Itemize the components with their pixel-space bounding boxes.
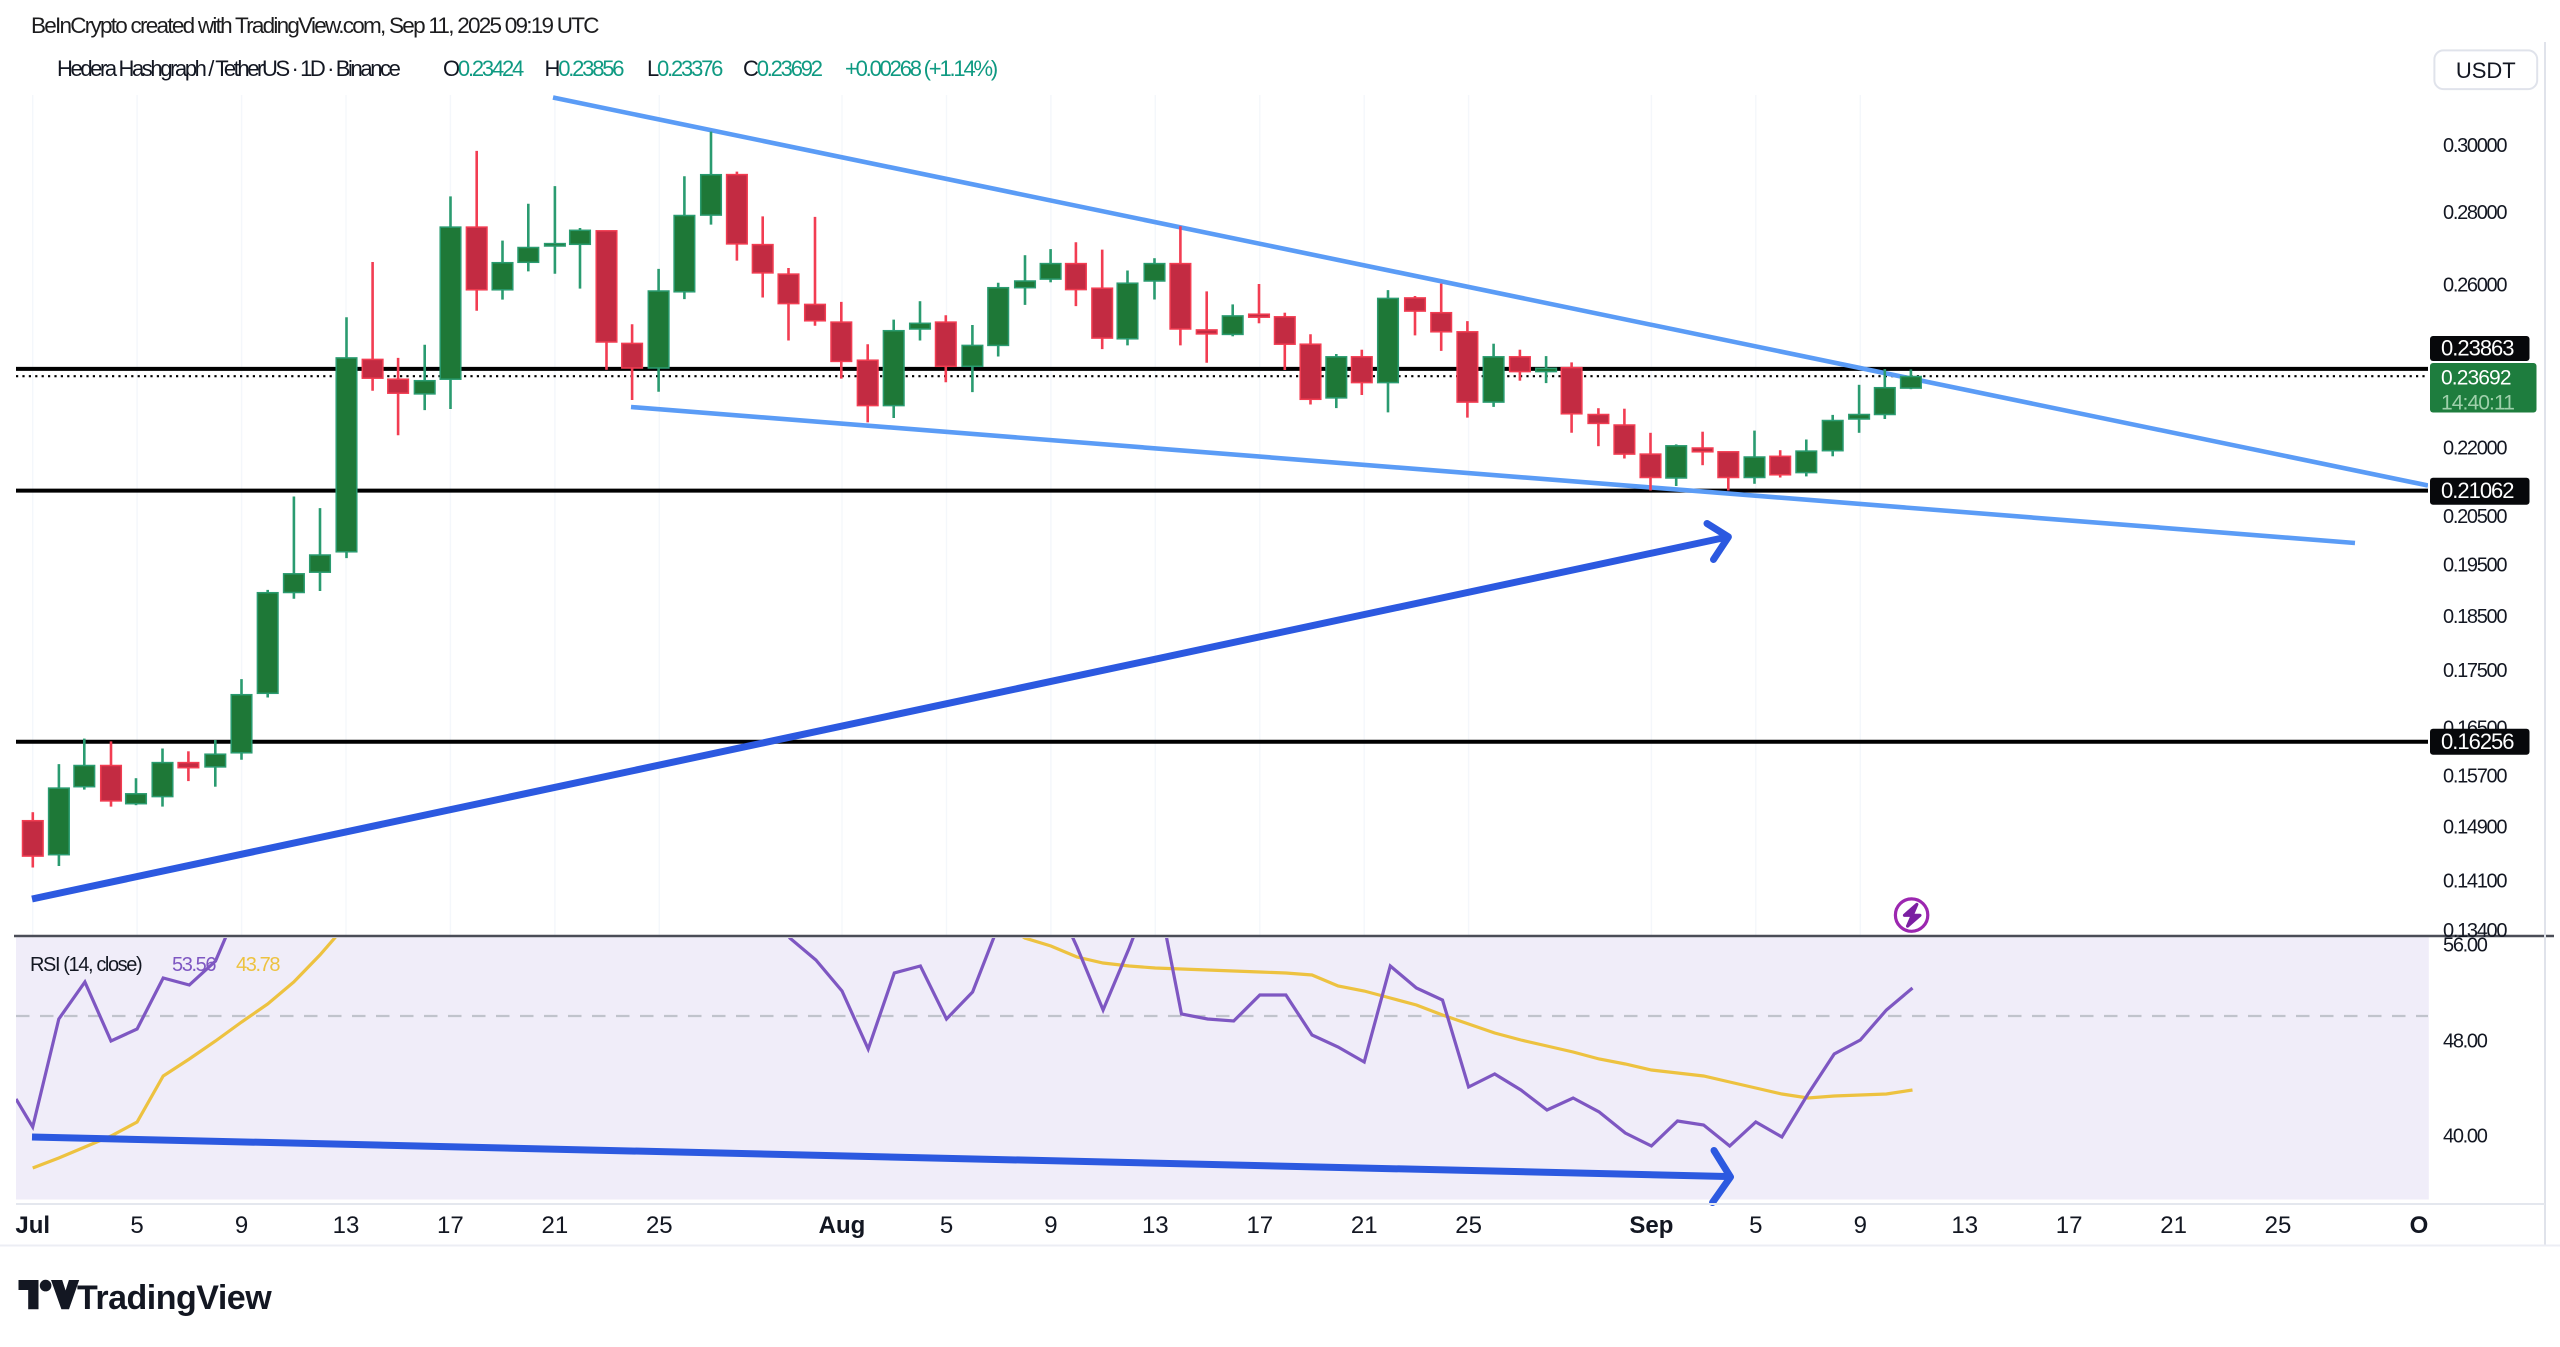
svg-text:0.14900: 0.14900 — [2443, 817, 2507, 839]
svg-text:25: 25 — [1455, 1212, 1482, 1239]
svg-text:40.00: 40.00 — [2443, 1125, 2488, 1147]
svg-text:0.14100: 0.14100 — [2443, 870, 2507, 892]
svg-text:+0.00268 (+1.14%): +0.00268 (+1.14%) — [845, 56, 997, 81]
svg-text:0.30000: 0.30000 — [2443, 135, 2507, 157]
svg-text:TradingView: TradingView — [77, 1279, 272, 1317]
svg-text:O0.23424: O0.23424 — [443, 56, 524, 81]
svg-text:25: 25 — [2265, 1212, 2292, 1239]
svg-text:5: 5 — [1749, 1212, 1762, 1239]
svg-text:17: 17 — [1246, 1212, 1273, 1239]
svg-text:21: 21 — [1351, 1212, 1378, 1239]
svg-text:53.56: 53.56 — [172, 954, 216, 976]
svg-text:13: 13 — [1142, 1212, 1169, 1239]
svg-text:Hedera Hashgraph / TetherUS ·: Hedera Hashgraph / TetherUS · 1D · Binan… — [57, 56, 401, 81]
svg-text:0.18500: 0.18500 — [2443, 606, 2507, 628]
svg-text:13: 13 — [333, 1212, 360, 1239]
svg-text:0.23692: 0.23692 — [2441, 367, 2511, 390]
svg-text:0.22000: 0.22000 — [2443, 438, 2507, 460]
svg-text:0.26000: 0.26000 — [2443, 274, 2507, 296]
svg-text:21: 21 — [2160, 1212, 2187, 1239]
svg-text:RSI (14, close): RSI (14, close) — [30, 954, 142, 976]
svg-text:0.20500: 0.20500 — [2443, 506, 2507, 528]
svg-text:25: 25 — [646, 1212, 673, 1239]
svg-text:Sep: Sep — [1629, 1212, 1673, 1239]
svg-text:Jul: Jul — [15, 1212, 50, 1239]
svg-text:BeInCrypto created with Tradin: BeInCrypto created with TradingView.com,… — [31, 13, 599, 38]
svg-text:17: 17 — [437, 1212, 464, 1239]
svg-text:H0.23856: H0.23856 — [545, 56, 625, 81]
svg-text:9: 9 — [235, 1212, 248, 1239]
svg-text:5: 5 — [130, 1212, 143, 1239]
svg-text:0.21062: 0.21062 — [2441, 478, 2514, 503]
svg-text:9: 9 — [1044, 1212, 1057, 1239]
svg-text:9: 9 — [1854, 1212, 1867, 1239]
svg-text:43.78: 43.78 — [236, 954, 280, 976]
svg-text:0.15700: 0.15700 — [2443, 766, 2507, 788]
svg-text:0.17500: 0.17500 — [2443, 660, 2507, 682]
svg-text:21: 21 — [542, 1212, 569, 1239]
svg-text:USDT: USDT — [2456, 58, 2516, 83]
svg-text:0.19500: 0.19500 — [2443, 555, 2507, 577]
svg-text:0.13400: 0.13400 — [2443, 920, 2507, 942]
svg-text:56.00: 56.00 — [2443, 935, 2488, 957]
svg-text:0.23863: 0.23863 — [2441, 336, 2514, 361]
svg-text:14:40:11: 14:40:11 — [2441, 392, 2514, 415]
svg-text:O: O — [2410, 1212, 2429, 1239]
svg-text:5: 5 — [940, 1212, 953, 1239]
svg-text:17: 17 — [2056, 1212, 2083, 1239]
svg-text:Aug: Aug — [819, 1212, 866, 1239]
svg-text:0.28000: 0.28000 — [2443, 202, 2507, 224]
svg-text:13: 13 — [1951, 1212, 1978, 1239]
svg-text:C0.23692: C0.23692 — [743, 56, 823, 81]
svg-text:L0.23376: L0.23376 — [647, 56, 723, 81]
svg-text:48.00: 48.00 — [2443, 1030, 2488, 1052]
svg-text:0.16256: 0.16256 — [2441, 729, 2514, 754]
